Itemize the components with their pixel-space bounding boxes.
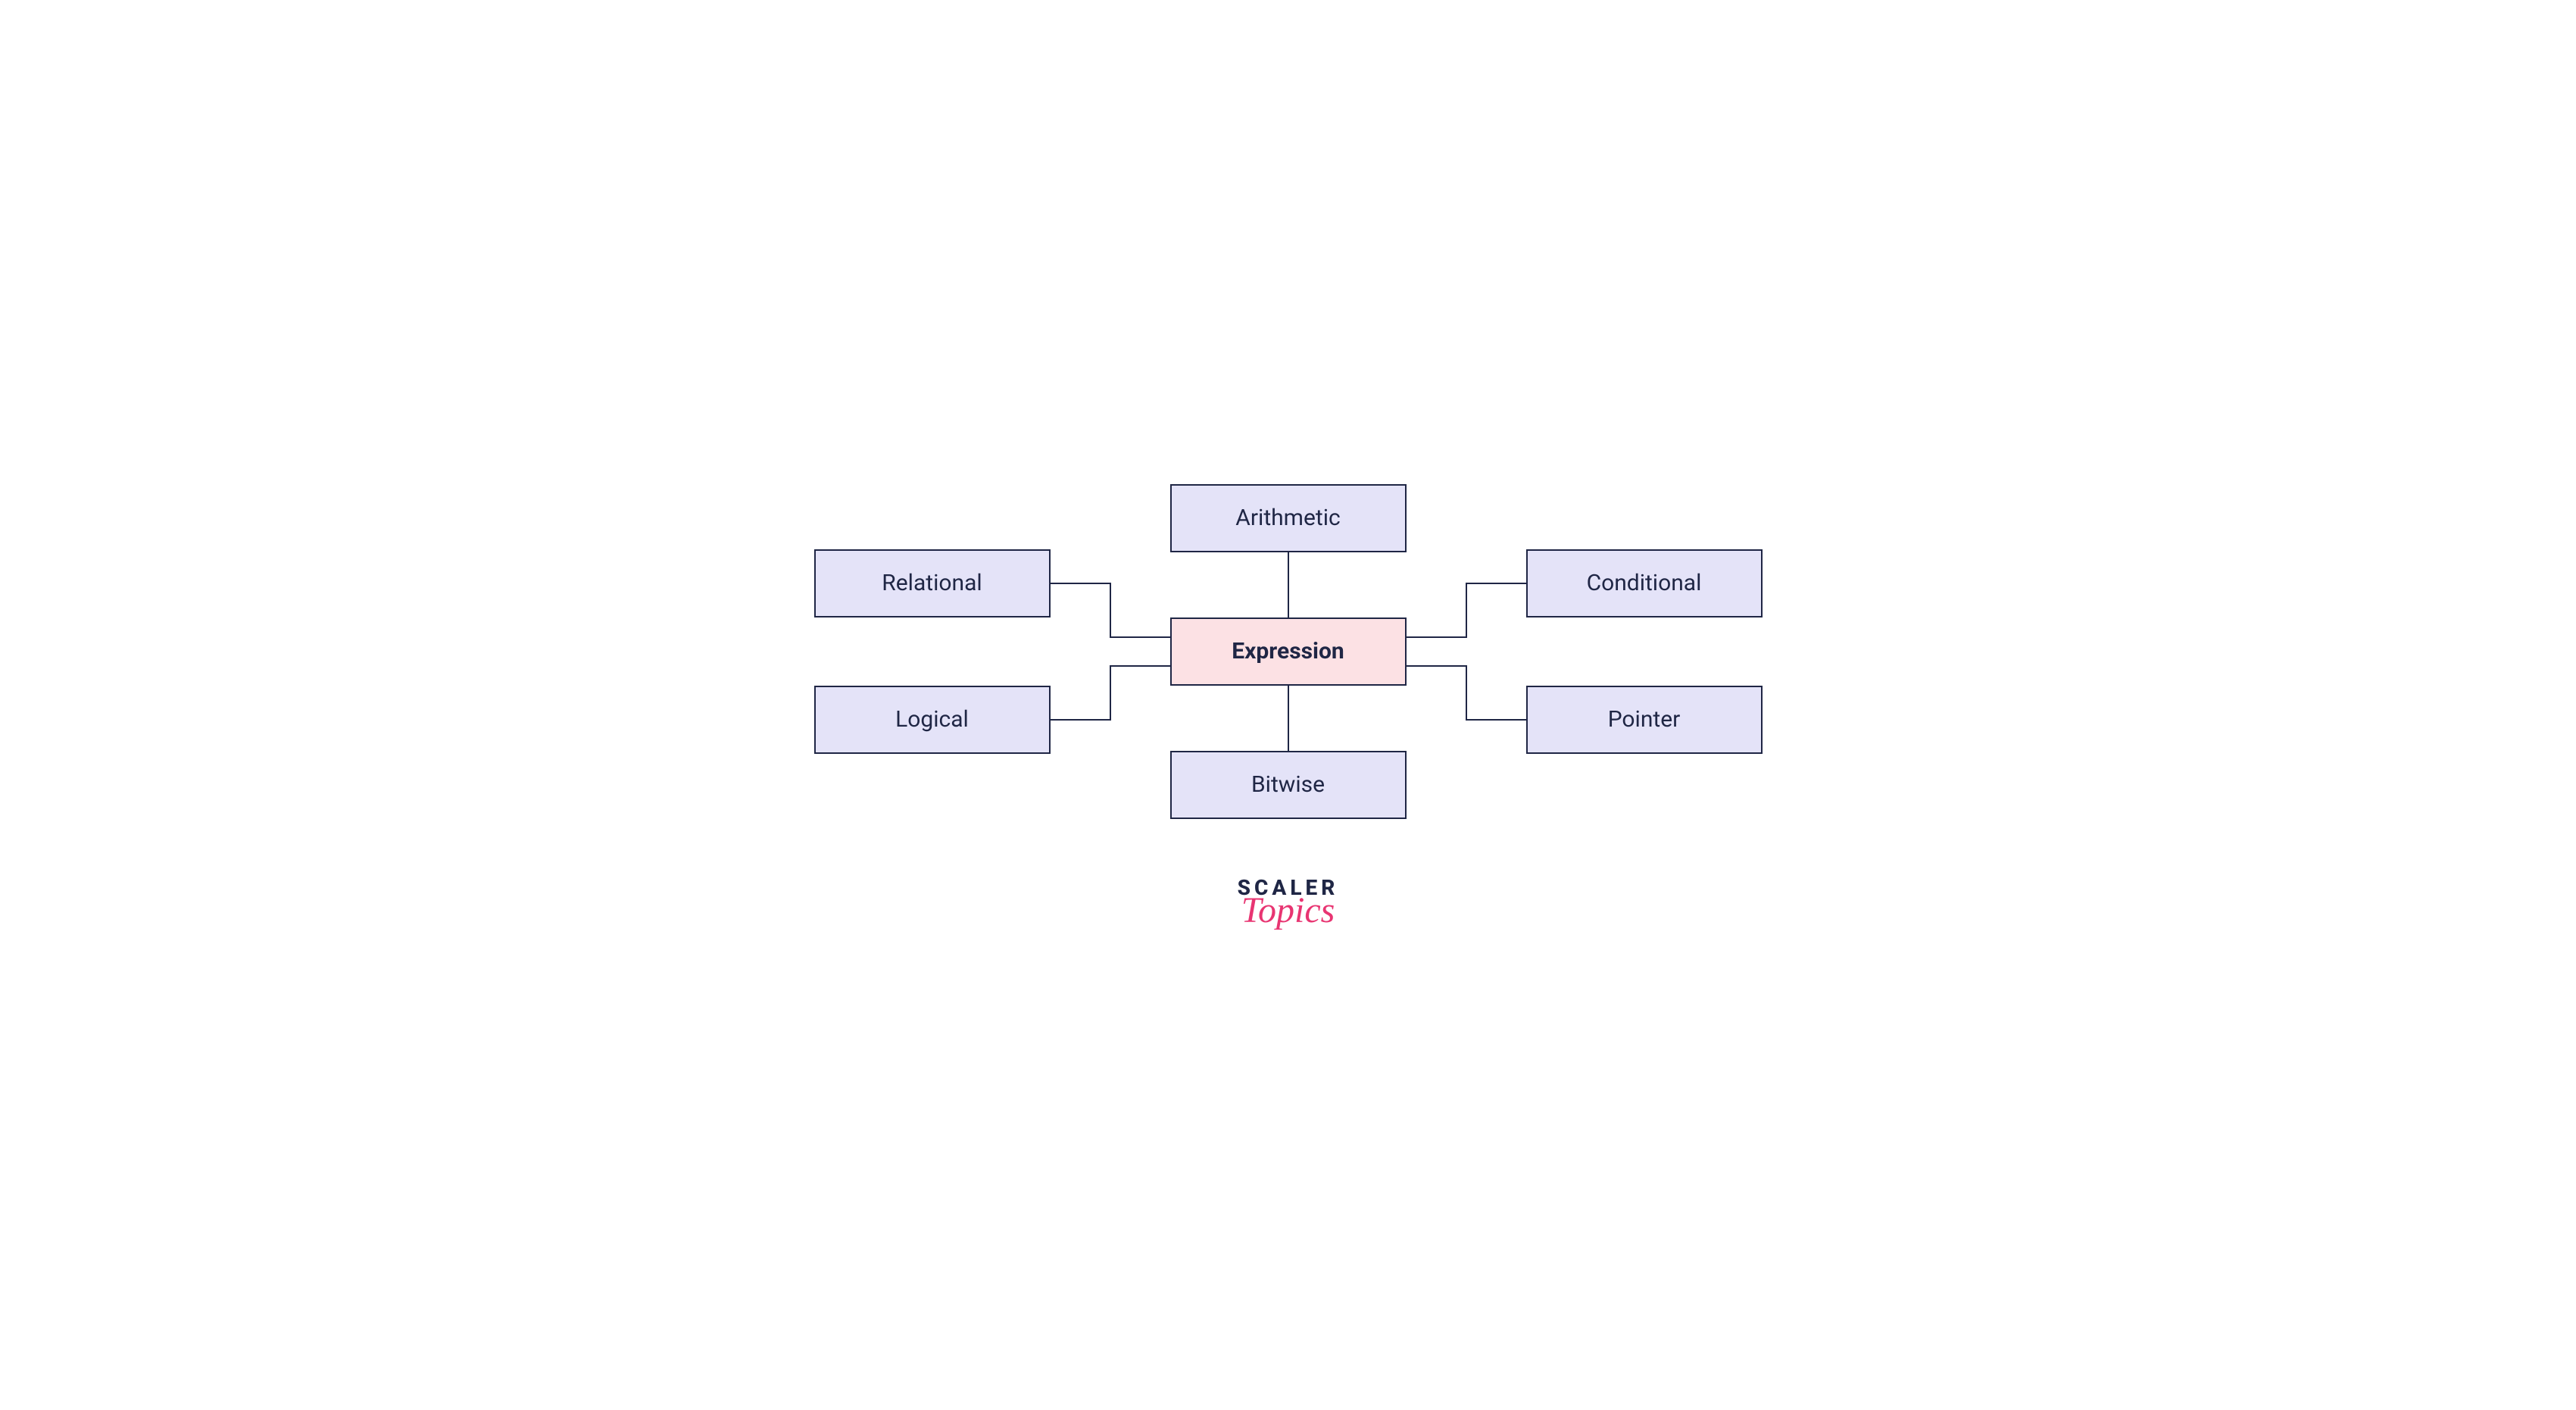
connector <box>1407 583 1526 637</box>
node-pointer: Pointer <box>1526 686 1763 754</box>
node-arithmetic: Arithmetic <box>1170 484 1407 552</box>
connector <box>1051 666 1170 720</box>
node-label: Expression <box>1232 638 1344 664</box>
connector <box>1407 666 1526 720</box>
node-label: Arithmetic <box>1235 505 1340 531</box>
diagram-canvas: SCALER Topics Expression Arithmetic Bitwis… <box>726 398 1850 1013</box>
node-label: Relational <box>882 570 982 596</box>
node-logical: Logical <box>814 686 1051 754</box>
node-relational: Relational <box>814 549 1051 617</box>
node-label: Logical <box>895 706 969 733</box>
logo-line-2: Topics <box>1213 896 1364 927</box>
node-label: Pointer <box>1608 706 1681 733</box>
node-conditional: Conditional <box>1526 549 1763 617</box>
node-bitwise: Bitwise <box>1170 751 1407 819</box>
node-label: Conditional <box>1587 570 1702 596</box>
scaler-topics-logo: SCALER Topics <box>1213 875 1364 927</box>
node-label: Bitwise <box>1251 771 1325 798</box>
node-expression: Expression <box>1170 617 1407 686</box>
connector <box>1051 583 1170 637</box>
